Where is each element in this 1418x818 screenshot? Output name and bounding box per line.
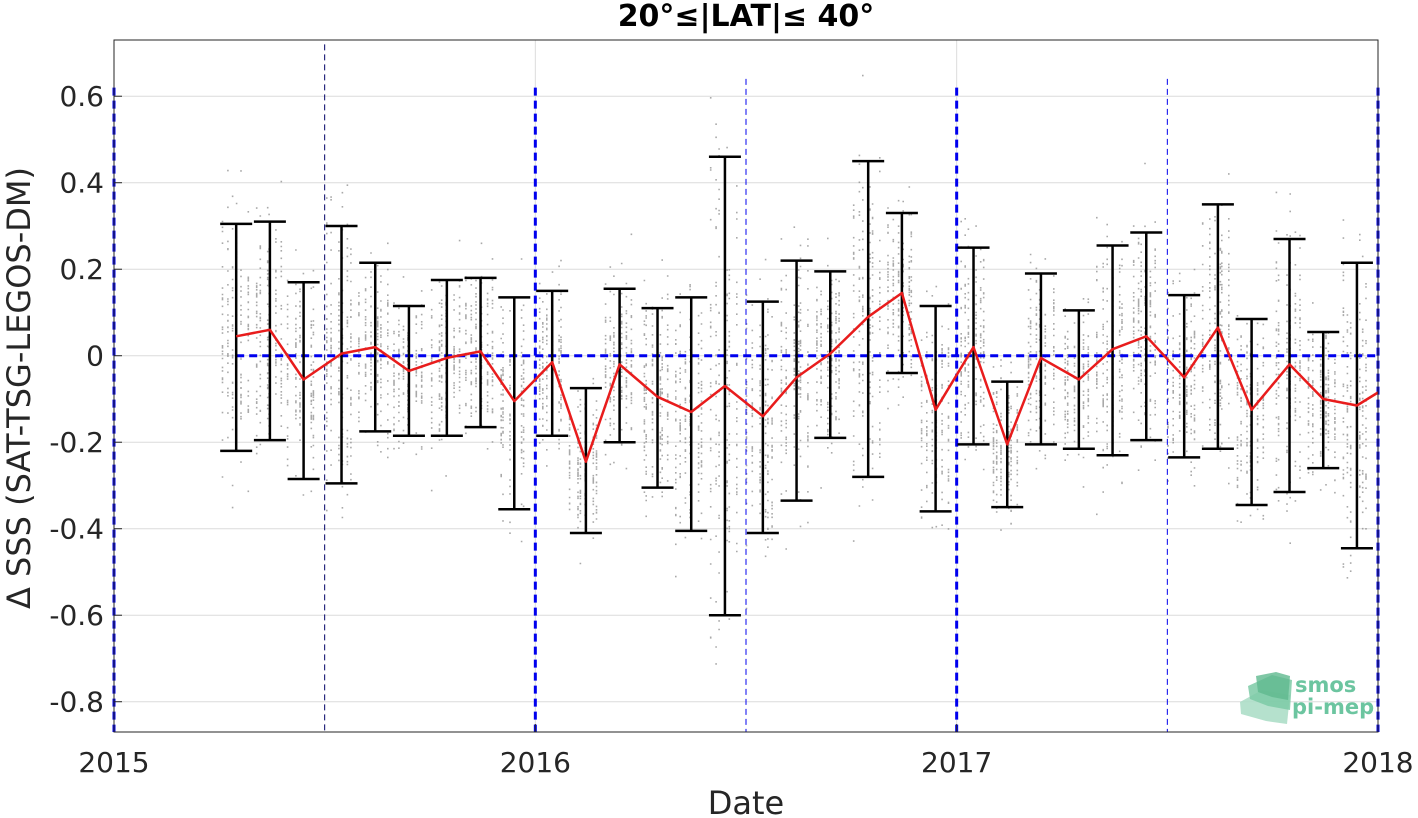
x-tick-label: 2015 xyxy=(78,746,149,779)
x-tick-label: 2017 xyxy=(921,746,992,779)
logo-line2: pi-mep xyxy=(1292,695,1374,719)
chart-title: 20°≤|LAT|≤ 40° xyxy=(618,0,875,34)
logo-mark-icon xyxy=(1240,672,1292,724)
plot-frame xyxy=(113,39,1379,733)
y-axis-title: Δ SSS (SAT-TSG-LEGOS-DM) xyxy=(0,167,38,609)
error-bar xyxy=(852,159,885,479)
mean-difference-line xyxy=(235,291,1379,463)
y-tick-label: -0.4 xyxy=(49,513,104,546)
error-bar xyxy=(220,222,253,453)
x-axis-title: Date xyxy=(708,784,784,818)
y-tick-label: -0.2 xyxy=(49,426,104,459)
observation-scatter xyxy=(221,74,1367,665)
y-tick-label: 0.6 xyxy=(59,80,104,113)
x-tick-label: 2018 xyxy=(1342,746,1413,779)
y-tick-label: -0.8 xyxy=(49,686,104,719)
x-tick-label: 2016 xyxy=(500,746,571,779)
scatter-layer xyxy=(221,74,1367,665)
y-tick-label: 0.4 xyxy=(59,167,104,200)
tick-layer: -0.8 -0.6 -0.4 -0.2 0 0.2 0.4 0.6 2015 2016 2017 20… xyxy=(49,80,1413,779)
y-tick-label: 0 xyxy=(86,340,104,373)
y-tick-label: 0.2 xyxy=(59,253,104,286)
logo: smos pi-mep xyxy=(1240,672,1374,724)
error-bar xyxy=(1235,317,1268,507)
error-bar xyxy=(780,259,813,502)
error-bar xyxy=(675,296,708,533)
logo-line1: smos xyxy=(1295,673,1356,697)
y-tick-label: -0.6 xyxy=(49,599,104,632)
mean-line-layer xyxy=(235,291,1379,463)
error-bar xyxy=(498,296,531,511)
